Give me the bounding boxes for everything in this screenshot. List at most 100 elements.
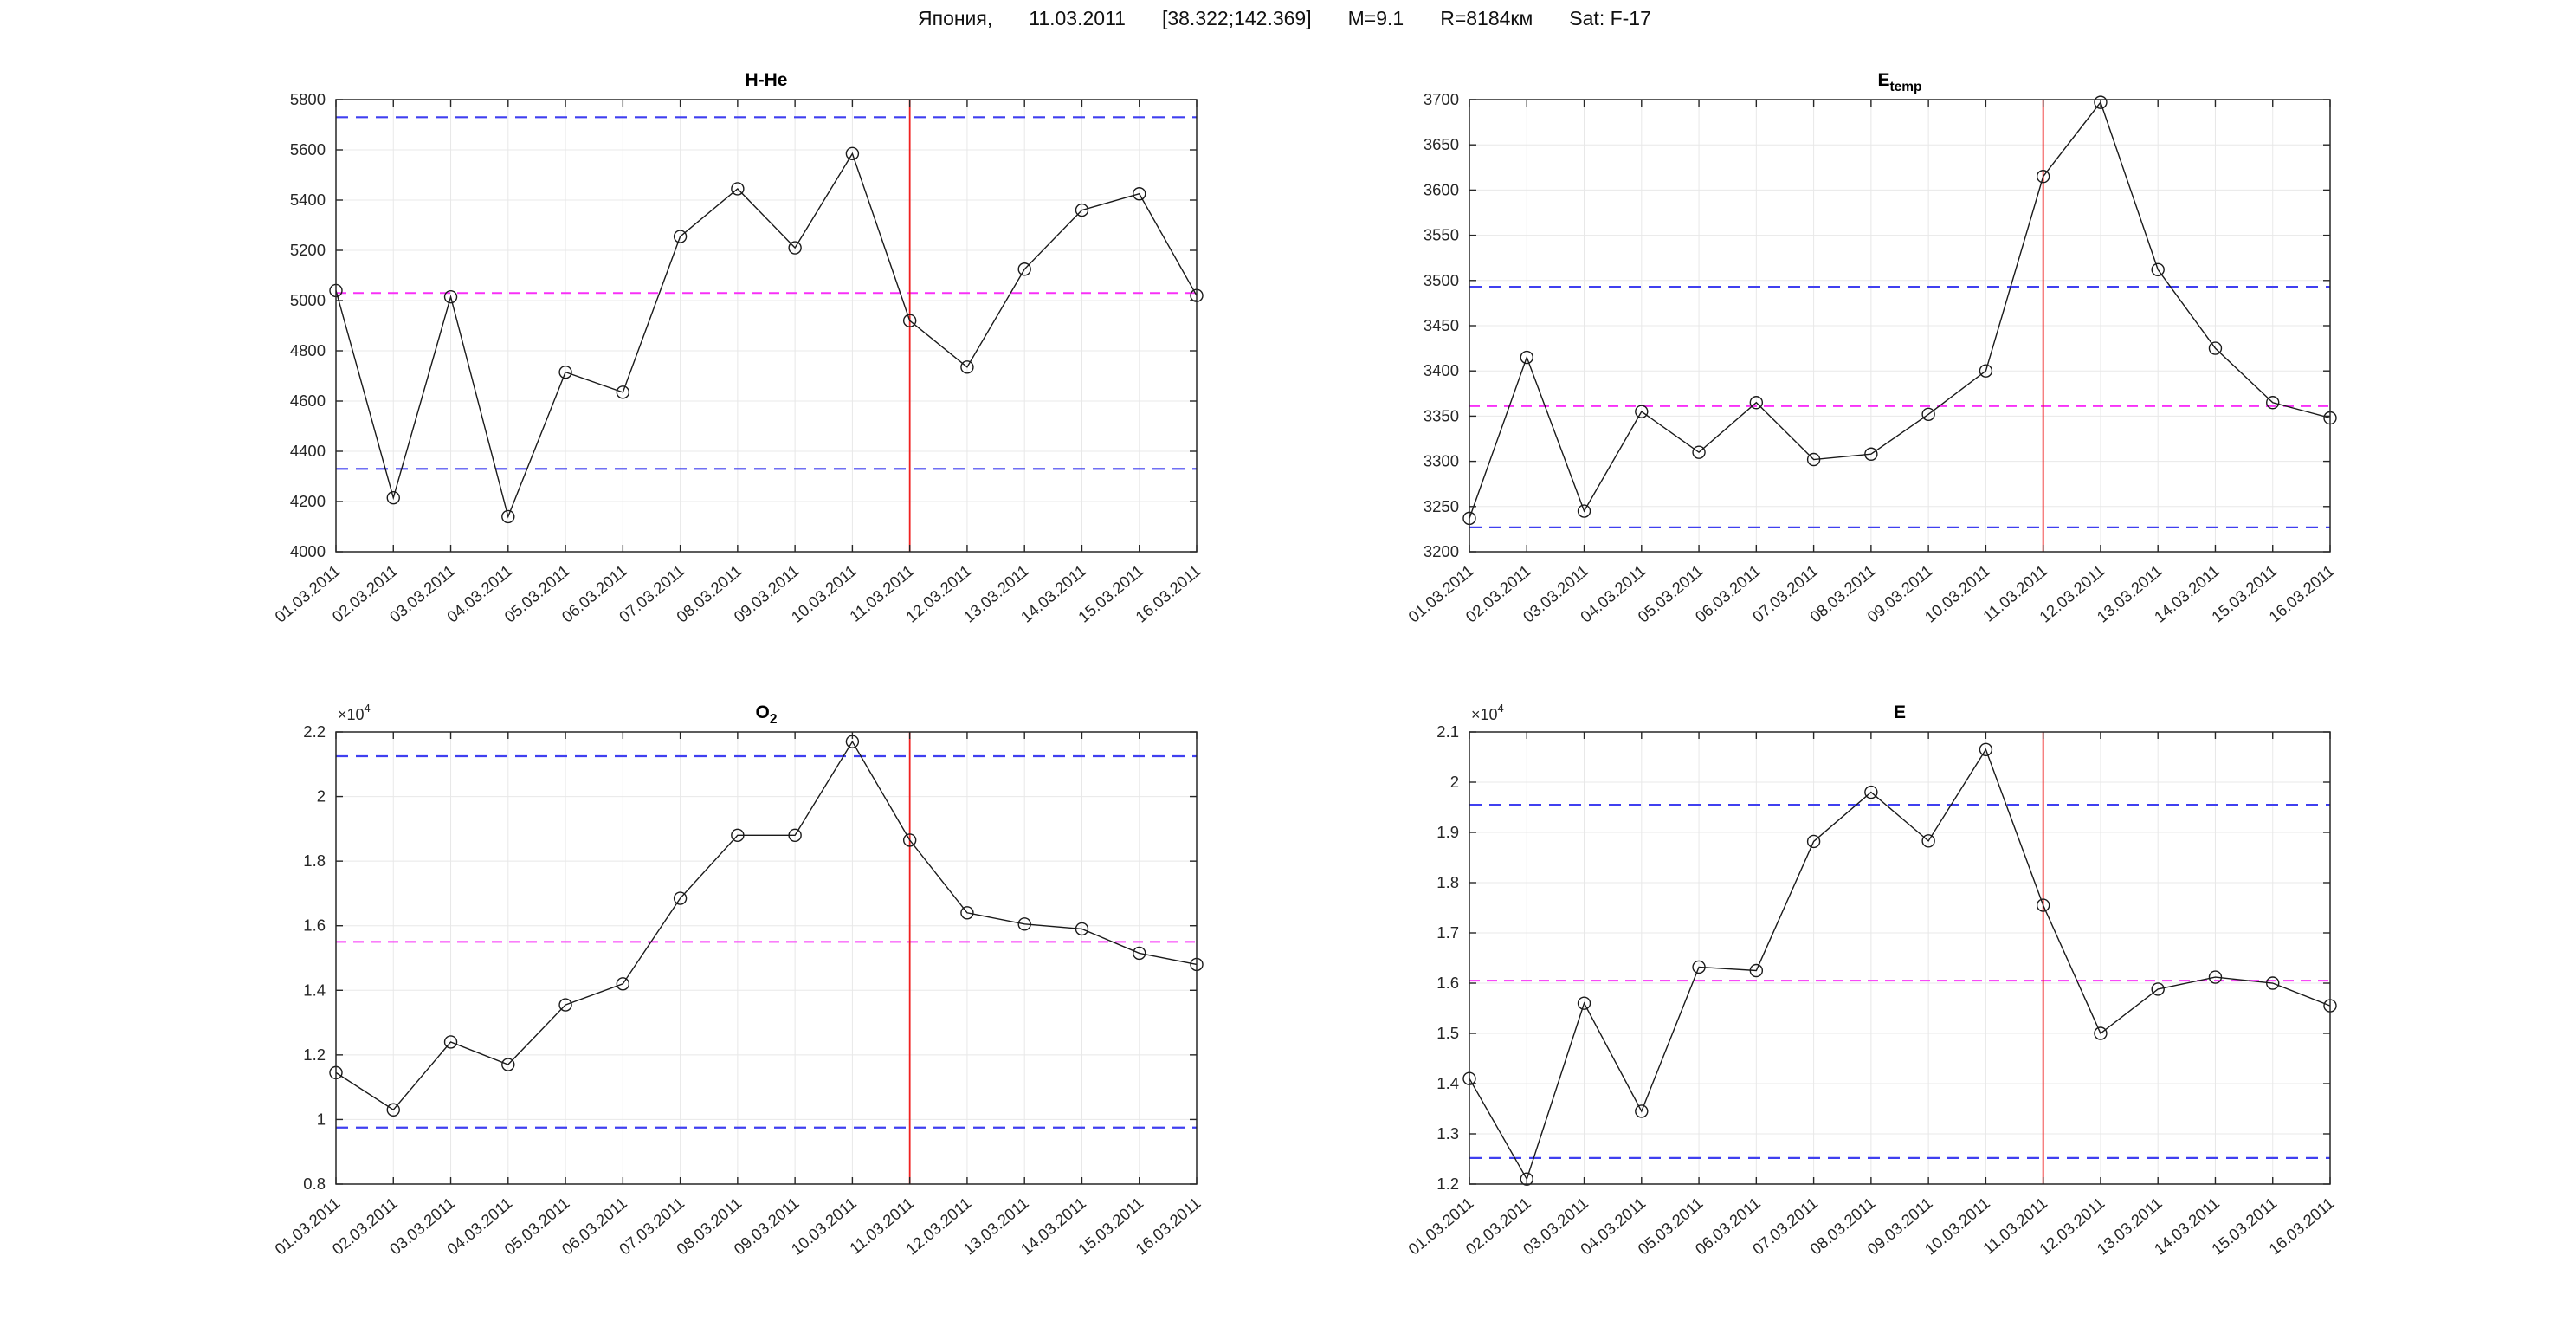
y-tick-label: 3350 [1424, 406, 1459, 424]
y-tick-label: 1.4 [1436, 1074, 1459, 1092]
series-line [335, 152, 1198, 519]
x-axis-labels: 01.03.201102.03.201103.03.201104.03.2011… [271, 561, 1204, 626]
data-point-marker [1806, 834, 1821, 849]
chart-title: O2 [756, 702, 778, 727]
chart-h-he: 4000 4200 4400 4600 4800 5000 5200 5400 5600 5800… [197, 52, 1249, 703]
y-tick-label: 2.2 [303, 722, 326, 741]
data-point-marker [1921, 834, 1935, 848]
data-point-marker [1635, 1104, 1649, 1118]
series-markers [1462, 95, 2337, 526]
data-point-marker [2266, 976, 2280, 990]
y-tick-label: 3550 [1424, 226, 1459, 244]
figure-title-radius: R=8184км [1440, 7, 1533, 29]
data-point-marker [1692, 445, 1706, 459]
data-point-marker [1577, 996, 1591, 1010]
figure-title-region: Япония, [918, 7, 993, 29]
data-point-marker [1692, 960, 1706, 974]
y-tick-label: 4800 [290, 341, 326, 359]
axis-ticks [1469, 99, 2331, 553]
data-point-marker [2036, 898, 2050, 912]
data-point-marker [616, 385, 630, 399]
chart-title: H-He [745, 70, 787, 90]
series-markers [1462, 742, 2337, 1186]
data-point-marker [788, 241, 802, 255]
data-point-marker [558, 998, 572, 1012]
chart-svg-h-he: 4000 4200 4400 4600 4800 5000 5200 5400 5600 5800… [271, 70, 1204, 626]
y-tick-label: 3250 [1424, 497, 1459, 515]
data-point-marker [1017, 917, 1031, 931]
data-point-marker [731, 182, 745, 196]
data-point-marker [1864, 785, 1878, 799]
data-point-marker [2151, 982, 2165, 996]
axis-ticks [335, 99, 1198, 553]
series-line [335, 740, 1198, 1111]
data-point-marker [1635, 405, 1649, 418]
figure-title: Япония, 11.03.2011 [38.322;142.369] M=9.… [918, 7, 1651, 30]
data-point-marker [443, 1035, 458, 1049]
data-point-marker [2208, 970, 2223, 984]
data-point-marker [2036, 170, 2050, 184]
data-point-marker [2094, 1026, 2108, 1040]
x-axis-labels: 01.03.201102.03.201103.03.201104.03.2011… [1404, 1194, 2337, 1259]
data-point-marker [788, 828, 802, 843]
plot-box [1469, 731, 2331, 1185]
chart-title: E [1894, 702, 1906, 722]
y-tick-label: 2 [317, 787, 326, 806]
series-markers [329, 735, 1204, 1117]
data-point-marker [1921, 407, 1935, 422]
data-point-marker [673, 891, 688, 905]
y-tick-label: 0.8 [303, 1175, 326, 1193]
chart-o2: 0.8 1 1.2 1.4 1.6 1.8 2 2.2 01.03.2011 02.03.2011… [197, 684, 1249, 1336]
axis-ticks [1469, 731, 2331, 1185]
grid [335, 731, 1198, 1185]
data-point-marker [386, 1103, 400, 1117]
data-point-marker [1806, 452, 1821, 467]
data-point-marker [1864, 447, 1878, 461]
data-point-marker [731, 828, 745, 843]
x-axis-labels: 01.03.201102.03.201103.03.201104.03.2011… [271, 1194, 1204, 1259]
series-line [1469, 748, 2331, 1181]
data-point-marker [845, 146, 860, 161]
y-tick-label: 1.7 [1436, 923, 1459, 942]
figure-title-satellite: Sat: F-17 [1569, 7, 1651, 29]
y-tick-label: 4000 [290, 542, 326, 560]
series-line [1469, 100, 2331, 519]
figure-title-coords: [38.322;142.369] [1161, 7, 1312, 29]
figure-title-magnitude: M=9.1 [1347, 7, 1404, 29]
data-point-marker [1749, 963, 1764, 978]
x-axis-labels: 01.03.201102.03.201103.03.201104.03.2011… [1404, 561, 2337, 626]
data-point-marker [1520, 350, 1533, 365]
y-tick-label: 1.5 [1436, 1024, 1459, 1042]
data-point-marker [902, 833, 917, 847]
y-tick-label: 1 [317, 1110, 326, 1128]
data-point-marker [443, 289, 458, 304]
chart-e-temp: 3200 3250 3300 3350 3400 3450 3500 3550 3600 3650… [1331, 52, 2382, 703]
data-point-marker [1520, 1172, 1533, 1186]
chart-svg-e: 1.2 1.3 1.4 1.5 1.6 1.7 1.8 1.9 2 2.1 01.03.201102… [1404, 702, 2337, 1259]
y-tick-label: 5800 [290, 90, 326, 108]
y-tick-label: 1.9 [1436, 823, 1459, 841]
data-point-marker [386, 490, 400, 505]
y-tick-label: 4200 [290, 492, 326, 510]
y-axis-exponent-label: ×104 [338, 702, 371, 723]
y-tick-label: 1.4 [303, 981, 326, 999]
y-tick-label: 3200 [1424, 542, 1459, 560]
y-tick-label: 1.2 [303, 1045, 326, 1064]
y-tick-label: 1.8 [303, 851, 326, 870]
figure-title-date: 11.03.2011 [1029, 7, 1126, 29]
y-tick-label: 1.2 [1436, 1175, 1459, 1193]
y-tick-label: 4600 [290, 392, 326, 410]
data-point-marker [902, 314, 917, 327]
data-point-marker [558, 365, 572, 379]
data-point-marker [1133, 946, 1146, 961]
data-point-marker [616, 977, 630, 991]
data-point-marker [1749, 396, 1764, 410]
data-point-marker [1075, 922, 1089, 936]
y-axis-labels: 1.2 1.3 1.4 1.5 1.6 1.7 1.8 1.9 2 2.1 [1436, 722, 1459, 1193]
chart-svg-o2: 0.8 1 1.2 1.4 1.6 1.8 2 2.2 01.03.201102.03.2011… [271, 702, 1204, 1259]
y-tick-label: 3500 [1424, 271, 1459, 289]
plot-box [335, 731, 1198, 1185]
y-tick-label: 1.3 [1436, 1124, 1459, 1143]
y-tick-label: 5600 [290, 140, 326, 159]
